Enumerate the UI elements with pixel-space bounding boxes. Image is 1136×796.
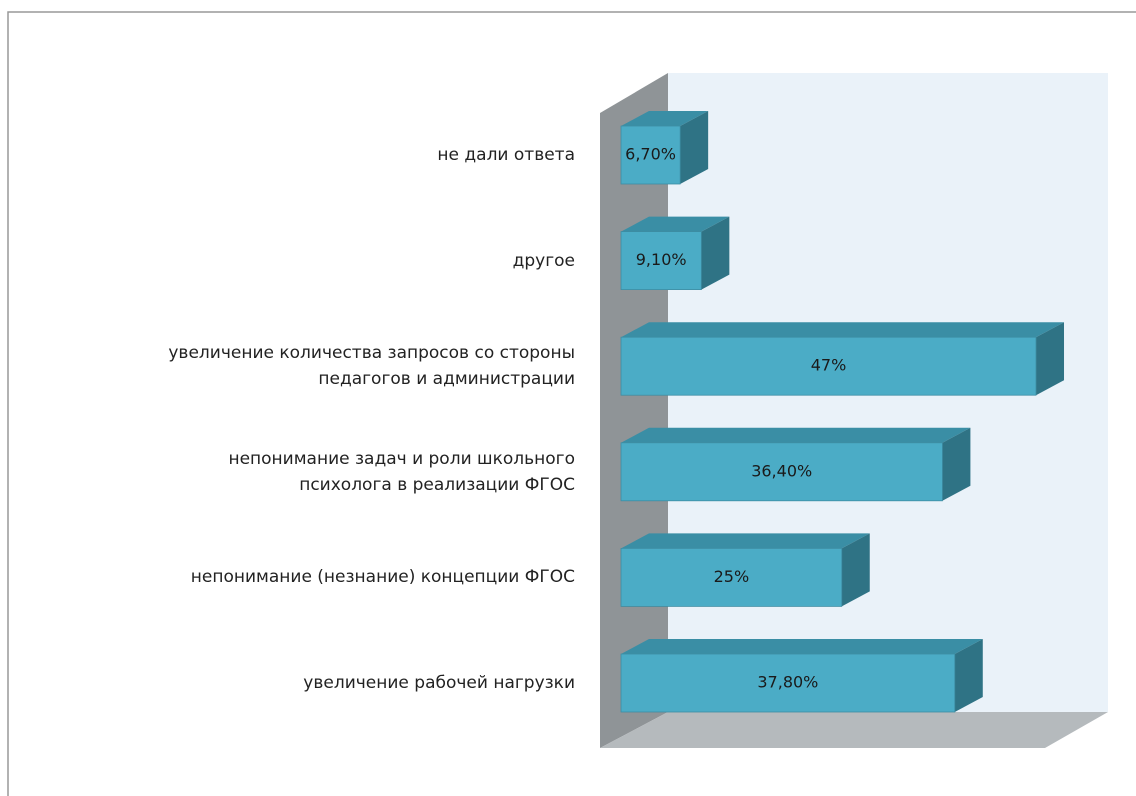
bar-front bbox=[620, 548, 843, 607]
bar-front bbox=[620, 653, 956, 713]
value-label: 25% bbox=[714, 567, 750, 586]
floor bbox=[600, 712, 1108, 748]
frame bbox=[7, 11, 1136, 796]
category-label: непонимание (незнание) концепции ФГОС bbox=[190, 567, 575, 588]
category-label: увеличение рабочей нагрузки bbox=[303, 673, 575, 693]
bar-front bbox=[620, 231, 702, 291]
bar-top bbox=[621, 533, 870, 549]
bar-top bbox=[621, 639, 983, 654]
value-label: 37,80% bbox=[757, 673, 818, 692]
value-label: 47% bbox=[811, 356, 847, 375]
bar bbox=[620, 216, 730, 291]
bar-side bbox=[1036, 322, 1065, 396]
bar-front bbox=[620, 336, 1037, 396]
bar-side bbox=[841, 533, 870, 607]
bar-front bbox=[620, 125, 681, 185]
bar-front bbox=[620, 442, 943, 502]
value-label: 9,10% bbox=[636, 250, 687, 269]
bar bbox=[620, 111, 709, 185]
value-label: 6,70% bbox=[625, 145, 676, 164]
value-label: 36,40% bbox=[751, 461, 812, 480]
bar bbox=[620, 427, 971, 502]
category-label: непонимание задач и роли школьного психо… bbox=[228, 448, 575, 495]
bar bbox=[620, 639, 983, 713]
bar-side bbox=[942, 427, 971, 501]
bar-side bbox=[954, 639, 983, 712]
bar-top bbox=[621, 216, 730, 232]
bar-side bbox=[680, 111, 709, 184]
bar-top bbox=[621, 427, 971, 443]
bar bbox=[620, 533, 870, 607]
category-label: увеличение количества запросов со сторон… bbox=[168, 343, 575, 390]
bar-top bbox=[621, 111, 709, 126]
bar bbox=[620, 322, 1065, 396]
bar-top bbox=[621, 322, 1065, 338]
category-label: другое bbox=[512, 250, 575, 271]
bar-side bbox=[701, 216, 730, 290]
category-label: не дали ответа bbox=[437, 145, 575, 165]
